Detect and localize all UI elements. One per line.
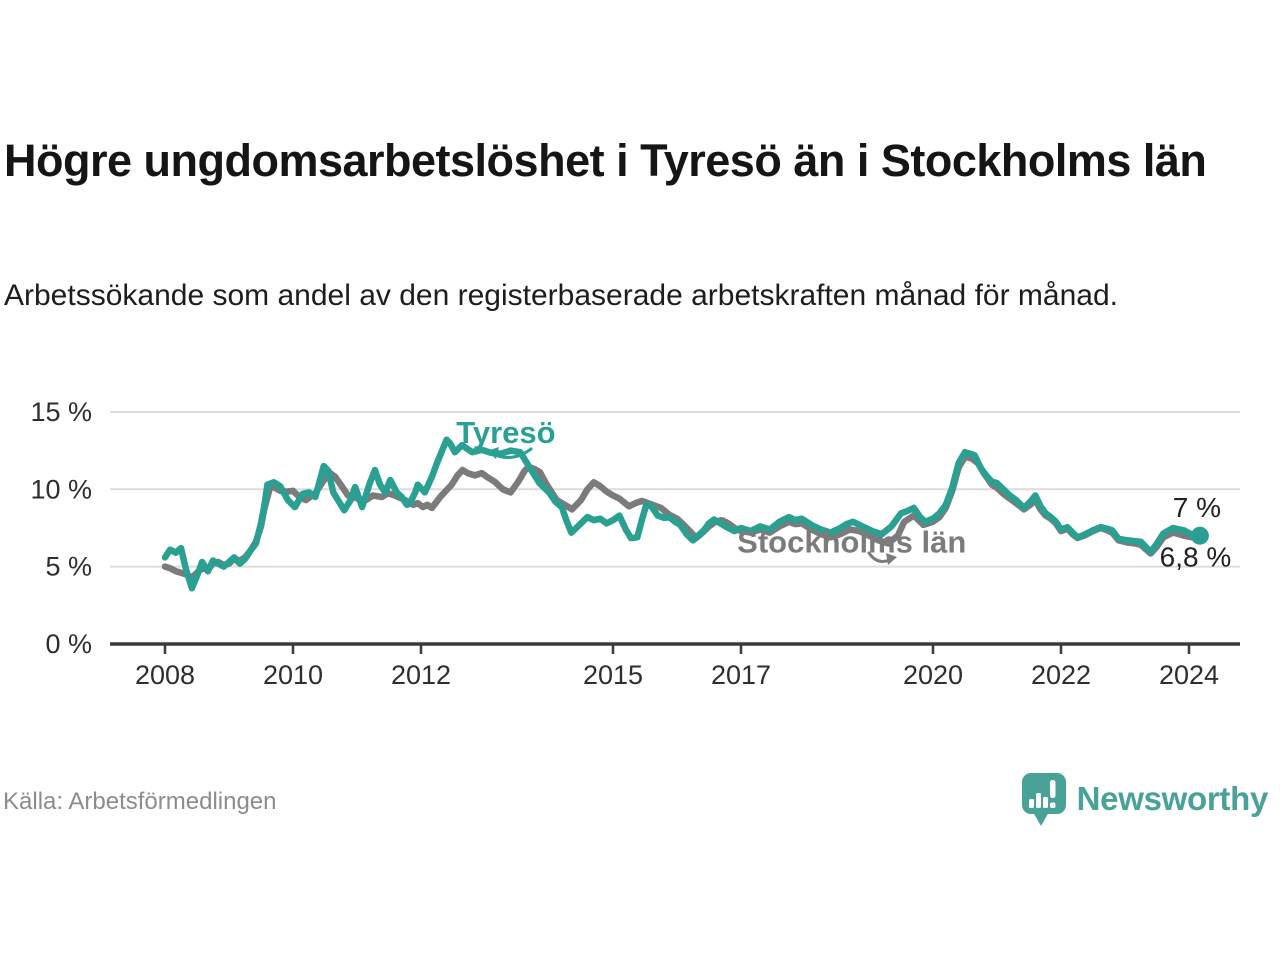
source-note: Källa: Arbetsförmedlingen bbox=[3, 788, 277, 815]
y-tick-label: 5 % bbox=[45, 552, 92, 582]
label-stockholms-lan: Stockholms län bbox=[737, 525, 966, 560]
x-tick-label: 2020 bbox=[903, 660, 963, 690]
line-chart: 0 % 5 % 10 % 15 % 2008 2010 2012 2015 2017 2020 20… bbox=[30, 397, 1240, 690]
chart-subtitle: Arbetssökande som andel av den registerb… bbox=[4, 279, 1118, 312]
label-tyreso-arrowhead bbox=[487, 447, 499, 459]
y-tick-label: 0 % bbox=[45, 629, 92, 659]
x-tick-label: 2017 bbox=[711, 660, 771, 690]
y-tick-label: 15 % bbox=[30, 397, 92, 427]
newsworthy-logo: Newsworthy bbox=[1021, 770, 1268, 828]
end-value-stockholms-lan: 6,8 % bbox=[1160, 542, 1232, 573]
y-tick-label: 10 % bbox=[30, 474, 92, 504]
label-stockholms-lan-arrowhead bbox=[886, 553, 897, 565]
x-tick-label: 2015 bbox=[583, 660, 643, 690]
x-tick-label: 2022 bbox=[1031, 660, 1091, 690]
x-tick-label: 2012 bbox=[391, 660, 451, 690]
end-value-tyreso: 7 % bbox=[1173, 492, 1221, 523]
x-tick-label: 2008 bbox=[135, 660, 195, 690]
newsworthy-wordmark: Newsworthy bbox=[1076, 780, 1269, 817]
x-tick-label: 2010 bbox=[263, 660, 323, 690]
series-line-tyres- bbox=[161, 436, 1204, 592]
x-tick-label: 2024 bbox=[1159, 660, 1219, 690]
page-title: Högre ungdomsarbetslöshet i Tyresö än i … bbox=[4, 135, 1207, 186]
label-tyreso: Tyresö bbox=[456, 415, 555, 450]
newsworthy-bubble-icon bbox=[1021, 773, 1066, 826]
series-end-dot bbox=[1190, 526, 1209, 545]
